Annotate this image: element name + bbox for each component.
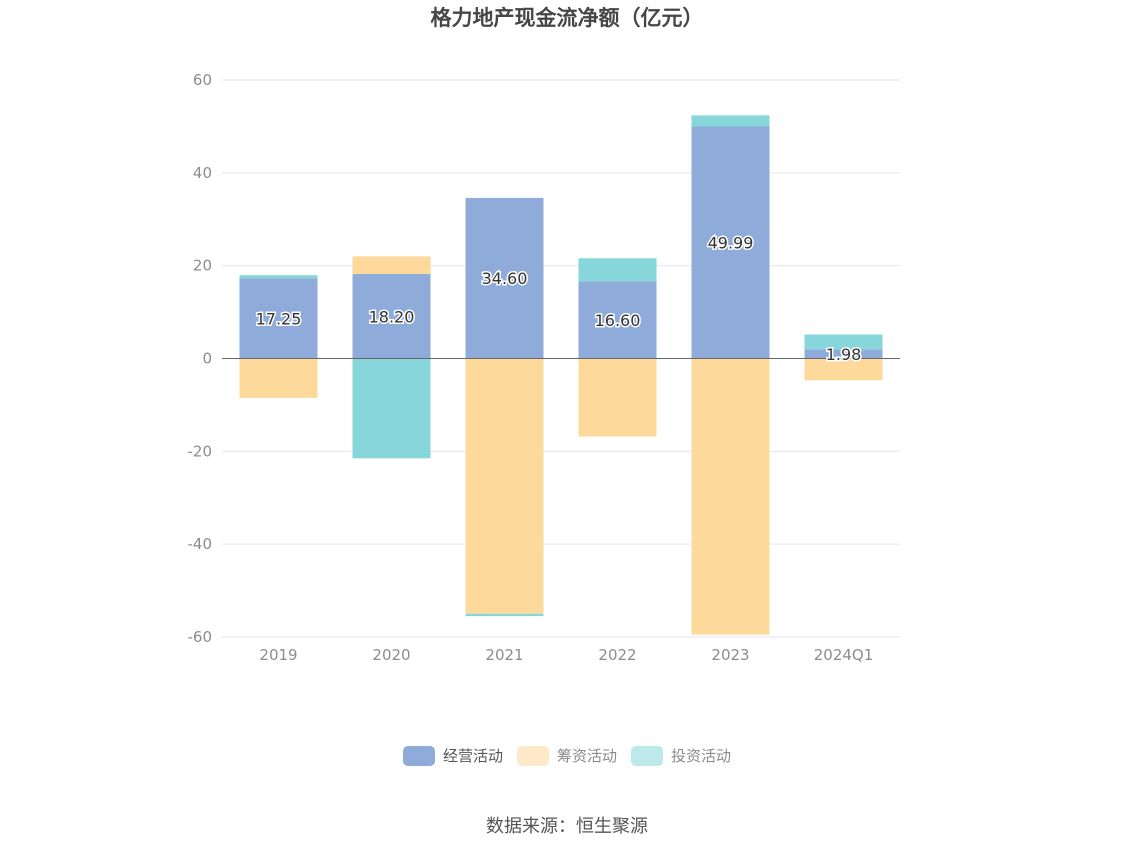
bar-financing	[691, 358, 770, 635]
y-tick-label: 60	[193, 71, 212, 89]
bar-financing	[352, 256, 431, 275]
bars	[239, 115, 883, 635]
bar-investing	[352, 358, 431, 459]
legend-label: 投资活动	[671, 747, 732, 765]
x-tick-label: 2019	[259, 646, 297, 664]
bar-operating	[352, 274, 431, 359]
bar-operating	[239, 278, 318, 359]
data-label: 1.98	[826, 345, 862, 364]
y-tick-label: 20	[193, 257, 212, 275]
data-label: 17.25	[256, 309, 302, 328]
source-note: 数据来源：恒生聚源	[486, 816, 648, 837]
x-tick-label: 2022	[598, 646, 636, 664]
legend: 经营活动 筹资活动 投资活动	[0, 745, 1134, 766]
bar-financing	[239, 358, 318, 398]
legend-swatch	[402, 745, 435, 766]
bar-operating	[691, 126, 770, 359]
legend-label: 经营活动	[442, 747, 503, 765]
data-labels: 17.25 18.20 34.60 16.60 49.99 1.98	[254, 232, 863, 365]
legend-label: 筹资活动	[556, 747, 617, 765]
bar-investing	[239, 275, 318, 279]
y-tick-label: -20	[188, 442, 213, 460]
y-tick-label: 0	[202, 350, 212, 368]
bar-operating	[804, 349, 883, 359]
legend-swatch	[631, 745, 663, 766]
legend-swatch	[516, 745, 549, 766]
x-tick-label: 2020	[372, 646, 410, 664]
axes: 60 40 20 0 -20 -40 -60 2019 2020 2021 2022 2023 2024…	[188, 71, 900, 664]
bar-financing	[465, 358, 544, 614]
bar-investing	[578, 258, 657, 282]
bar-financing	[578, 358, 657, 437]
data-label: 49.99	[708, 233, 754, 252]
y-tick-label: 40	[193, 164, 212, 182]
bar-investing	[804, 334, 883, 350]
data-label: 18.20	[369, 307, 415, 326]
bar-operating	[465, 197, 544, 359]
legend-item-operating[interactable]: 经营活动	[402, 745, 503, 766]
x-tick-label: 2021	[485, 646, 523, 664]
bar-operating	[578, 281, 657, 359]
chart-title: 格力地产现金流净额（亿元）	[430, 6, 704, 30]
y-tick-label: -60	[188, 628, 213, 646]
data-label: 16.60	[595, 311, 641, 330]
x-tick-label: 2023	[711, 646, 749, 664]
bar-investing	[465, 613, 544, 617]
bar-investing	[691, 115, 770, 127]
x-tick-label: 2024Q1	[814, 646, 874, 664]
bar-financing	[804, 358, 883, 381]
y-tick-label: -40	[188, 535, 213, 553]
legend-item-financing[interactable]: 筹资活动	[516, 745, 617, 766]
data-label: 34.60	[482, 269, 528, 288]
legend-item-investing[interactable]: 投资活动	[631, 745, 731, 766]
